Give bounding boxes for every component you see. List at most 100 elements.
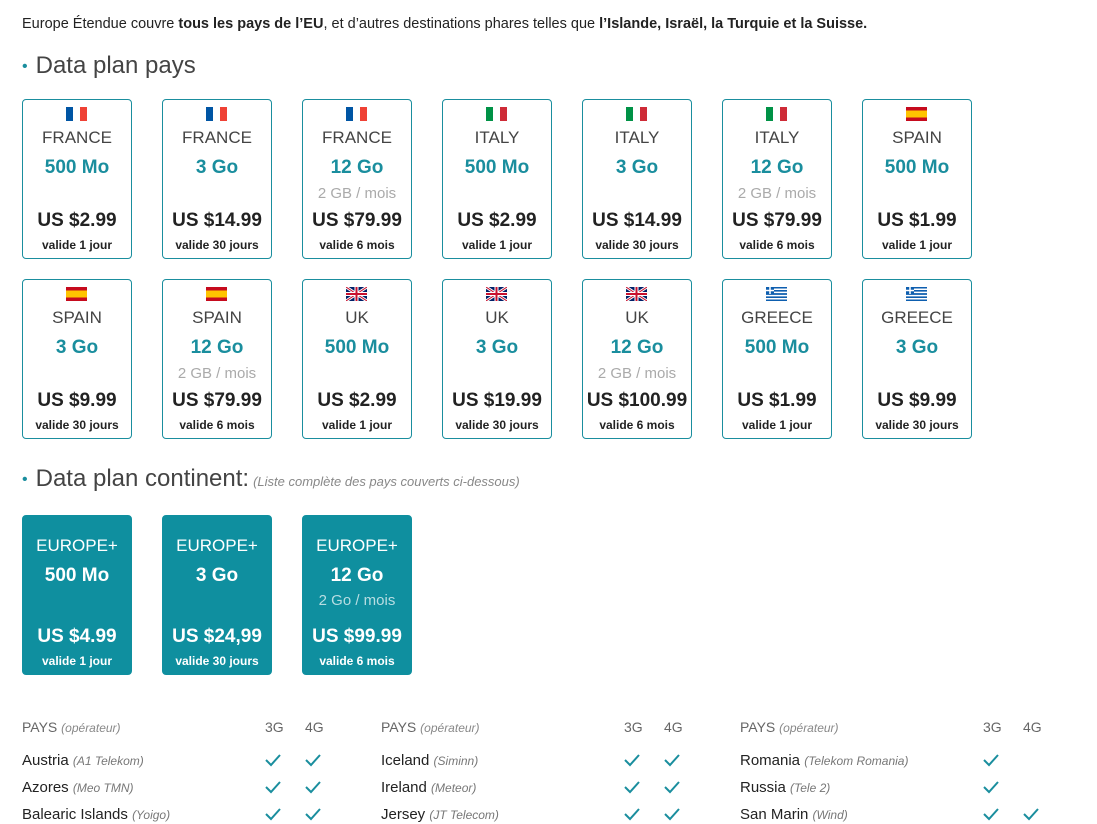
plan-validity: valide 30 jours: [175, 654, 259, 668]
coverage-header: PAYS (opérateur): [740, 719, 839, 735]
header-country: PAYS: [740, 719, 776, 735]
row-operator: (Tele 2): [790, 781, 831, 795]
check-icon: [265, 781, 281, 794]
plan-country: SPAIN: [192, 308, 242, 327]
plan-country: UK: [485, 308, 509, 327]
intro-part: , et d’autres destinations phares telles…: [323, 16, 600, 32]
plan-data: 12 Go: [190, 337, 244, 358]
coverage-header: PAYS (opérateur): [381, 719, 480, 735]
check-icon: [664, 781, 680, 794]
row-operator: (A1 Telekom): [72, 754, 144, 768]
plan-price: US $14.99: [592, 210, 682, 231]
plan-price: US $1.99: [877, 210, 957, 231]
plan-card: EUROPE+ 12 Go 2 Go / mois US $99.99 valide 6…: [302, 515, 412, 675]
plan-price: US $4.99: [37, 626, 117, 647]
row-country: Russia: [740, 779, 786, 796]
row-country: San Marin: [740, 806, 809, 823]
row-country: Romania: [740, 752, 801, 769]
plan-data: 3 Go: [195, 157, 239, 178]
plan-card: SPAIN 500 Mo US $1.99 valide 1 jour: [862, 99, 972, 259]
plan-data: 500 Mo: [464, 157, 530, 178]
plan-monthly: 2 GB / mois: [177, 365, 257, 382]
header-country: PAYS: [381, 719, 417, 735]
plan-card: EUROPE+ 500 Mo US $4.99 valide 1 jour: [22, 515, 132, 675]
coverage-row: Jersey (JT Telecom): [381, 806, 499, 823]
coverage-row: Iceland (Siminn): [381, 752, 478, 769]
plan-validity: valide 6 mois: [739, 238, 815, 252]
header-4g: 4G: [664, 719, 683, 735]
row-operator: (Yoigo): [132, 808, 171, 822]
plan-price: US $100.99: [586, 390, 688, 411]
row-country: Jersey: [381, 806, 426, 823]
intro-text: Europe Étendue couvre tous les pays de l…: [22, 16, 867, 32]
flag-icon: [346, 287, 367, 301]
check-icon: [624, 781, 640, 794]
plan-data: 12 Go: [750, 157, 804, 178]
plan-data: 3 Go: [55, 337, 99, 358]
flag-icon: [766, 287, 787, 301]
coverage-row: Romania (Telekom Romania): [740, 752, 908, 769]
header-3g: 3G: [624, 719, 643, 735]
row-country: Iceland: [381, 752, 430, 769]
plan-country: FRANCE: [42, 128, 112, 147]
check-icon: [664, 754, 680, 767]
plan-validity: valide 30 jours: [595, 238, 679, 252]
row-country: Ireland: [381, 779, 427, 796]
plan-country: GREECE: [881, 308, 953, 327]
row-operator: (Meteor): [431, 781, 477, 795]
plan-card: UK 500 Mo US $2.99 valide 1 jour: [302, 279, 412, 439]
check-icon: [305, 754, 321, 767]
plan-validity: valide 1 jour: [41, 654, 113, 668]
plan-price: US $2.99: [317, 390, 397, 411]
plan-data: 12 Go: [330, 157, 384, 178]
plan-price: US $14.99: [172, 210, 262, 231]
plan-country: ITALY: [614, 128, 660, 147]
intro-part: Europe Étendue couvre: [22, 16, 179, 32]
flag-icon: [906, 107, 927, 121]
plan-data: 500 Mo: [44, 565, 110, 586]
row-operator: (Wind): [812, 808, 848, 822]
plan-validity: valide 6 mois: [319, 238, 395, 252]
plan-data: 12 Go: [330, 565, 384, 586]
flag-icon: [206, 287, 227, 301]
plan-validity: valide 1 jour: [321, 418, 393, 432]
plan-price: US $9.99: [877, 390, 957, 411]
plan-price: US $24,99: [172, 626, 262, 647]
check-icon: [305, 808, 321, 821]
check-icon: [624, 808, 640, 821]
coverage-row: Azores (Meo TMN): [22, 779, 134, 796]
plan-data: 500 Mo: [884, 157, 950, 178]
header-3g: 3G: [265, 719, 284, 735]
intro-bold: l’Islande, Israël, la Turquie et la Suis…: [599, 16, 868, 32]
flag-icon: [486, 107, 507, 121]
check-icon: [265, 754, 281, 767]
flag-icon: [66, 107, 87, 121]
check-icon: [983, 781, 999, 794]
header-operator: (opérateur): [61, 721, 121, 735]
coverage-row: Russia (Tele 2): [740, 779, 830, 796]
plan-country: SPAIN: [52, 308, 102, 327]
heading-text: Data plan continent:: [35, 465, 250, 492]
plan-data: 500 Mo: [44, 157, 110, 178]
coverage-row: Balearic Islands (Yoigo): [22, 806, 170, 823]
plan-country: SPAIN: [892, 128, 942, 147]
row-operator: (Siminn): [433, 754, 479, 768]
plan-price: US $1.99: [737, 390, 817, 411]
check-icon: [983, 754, 999, 767]
coverage-row: Ireland (Meteor): [381, 779, 476, 796]
plan-country: GREECE: [741, 308, 813, 327]
plan-validity: valide 1 jour: [461, 238, 533, 252]
intro-bold: tous les pays de l’EU: [178, 16, 324, 32]
header-4g: 4G: [1023, 719, 1042, 735]
header-3g: 3G: [983, 719, 1002, 735]
plan-country: EUROPE+: [176, 536, 258, 555]
plan-card: EUROPE+ 3 Go US $24,99 valide 30 jours: [162, 515, 272, 675]
header-country: PAYS: [22, 719, 58, 735]
row-country: Azores: [22, 779, 69, 796]
plan-data: 3 Go: [475, 337, 519, 358]
section-heading: • Data plan pays: [22, 52, 196, 79]
plan-validity: valide 1 jour: [41, 238, 113, 252]
plan-card: ITALY 500 Mo US $2.99 valide 1 jour: [442, 99, 552, 259]
plan-price: US $79.99: [312, 210, 402, 231]
